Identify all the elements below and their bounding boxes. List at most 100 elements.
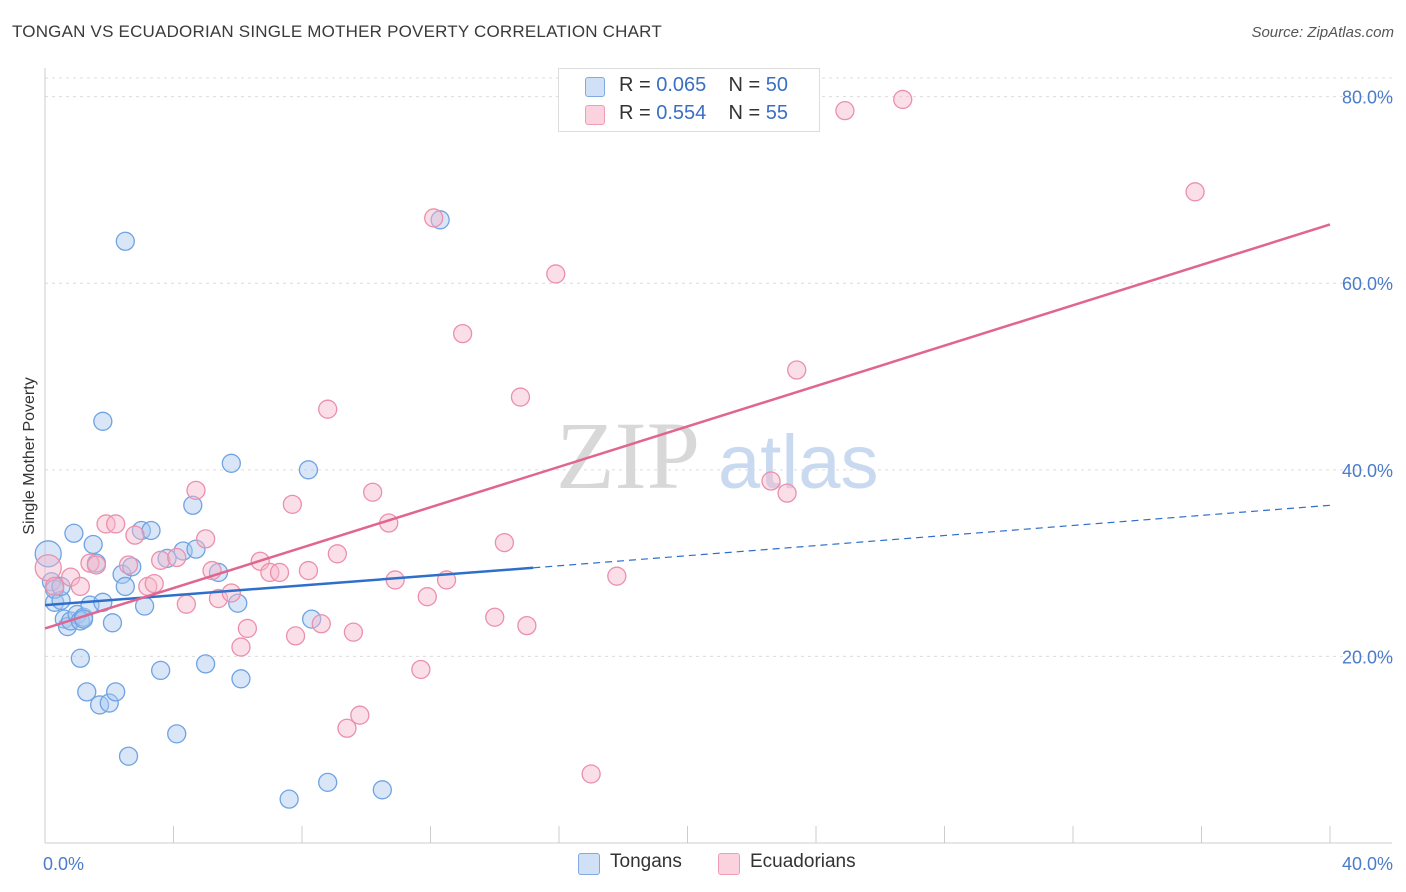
ecuadorian-point xyxy=(411,659,431,680)
watermark-atlas: atlas xyxy=(718,420,879,505)
ecuadorian-point xyxy=(327,544,347,564)
ecuadorian-point xyxy=(176,594,197,614)
ecuadorian-point xyxy=(195,529,216,549)
ecuadorian-point xyxy=(607,566,627,586)
ecuadorian-trend-line xyxy=(44,223,1331,630)
tongan-point xyxy=(186,539,206,559)
legend-r-label: R = xyxy=(619,102,657,124)
tongan-point xyxy=(228,593,248,613)
ecuadorian-point xyxy=(424,208,444,228)
series-tongans-points xyxy=(34,210,450,809)
gridlines xyxy=(45,77,1392,657)
tongan-point xyxy=(115,231,135,251)
ecuadorian-point xyxy=(221,583,241,603)
y-tick-label: 60.0% xyxy=(1342,274,1393,294)
stats-legend: R = 0.065 N = 50 R = 0.554 N = 55 xyxy=(558,68,820,132)
tongan-point xyxy=(183,495,203,515)
ecuadorian-point xyxy=(363,482,383,502)
y-tick-label: 20.0% xyxy=(1342,647,1393,667)
ecuadorian-point xyxy=(318,399,338,419)
ecuadorian-point xyxy=(144,573,164,594)
watermark: ZIP atlas xyxy=(556,402,879,509)
chart-title: TONGAN VS ECUADORIAN SINGLE MOTHER POVER… xyxy=(12,22,662,41)
ecuadorian-point xyxy=(777,483,797,503)
tongan-point xyxy=(99,693,119,713)
tongan-point xyxy=(102,613,123,633)
ecuadorian-point xyxy=(106,514,126,534)
tongan-point xyxy=(34,540,62,568)
ecuadorian-point xyxy=(1185,182,1205,202)
ecuadorian-point xyxy=(452,323,473,344)
y-axis-label: Single Mother Poverty xyxy=(21,377,38,534)
watermark-zip: ZIP xyxy=(556,402,700,509)
tongan-point xyxy=(77,682,97,702)
tongan-point xyxy=(64,523,84,543)
ecuadorian-point xyxy=(282,494,303,514)
tongan-point xyxy=(301,609,322,629)
legend-n-label: N = xyxy=(728,102,766,124)
x-tick-label-end: 40.0% xyxy=(1342,854,1393,874)
ecuadorian-point xyxy=(517,615,537,636)
legend-r-label: R = xyxy=(619,74,657,96)
trend-lines xyxy=(44,223,1331,630)
legend-swatch-ecuadorians xyxy=(585,105,605,125)
ecuadorian-point xyxy=(86,555,107,575)
ecuadorian-point xyxy=(186,480,206,501)
tongan-point xyxy=(115,576,135,597)
legend-n-value: 55 xyxy=(765,102,789,124)
bottom-legend-swatch-tongans xyxy=(578,853,600,875)
tongan-point xyxy=(298,460,319,480)
ecuadorian-point xyxy=(546,264,566,284)
bottom-legend-swatch-ecuadorians xyxy=(718,853,740,875)
ecuadorian-point xyxy=(311,614,331,634)
tongan-point xyxy=(118,746,139,766)
y-tick-label: 80.0% xyxy=(1342,88,1393,108)
ecuadorian-point xyxy=(835,101,855,121)
tick-labels: 20.0% 40.0% 60.0% 80.0% 0.0% 40.0% xyxy=(43,88,1393,874)
ecuadorian-point xyxy=(125,525,145,545)
tongan-point xyxy=(195,654,216,674)
ecuadorian-point xyxy=(167,547,187,568)
ecuadorian-point xyxy=(231,637,251,657)
legend-r-value: 0.554 xyxy=(656,102,707,124)
tongan-point xyxy=(372,780,392,800)
ecuadorian-point xyxy=(494,532,515,553)
ecuadorian-point xyxy=(337,718,357,738)
tongan-point xyxy=(221,453,241,473)
ecuadorian-point xyxy=(285,626,306,646)
legend-r-value: 0.065 xyxy=(656,74,707,96)
tongan-trend-line xyxy=(44,566,534,607)
ecuadorian-point xyxy=(34,554,62,582)
tongan-point xyxy=(150,660,171,681)
ecuadorian-point xyxy=(44,576,65,597)
ecuadorian-point xyxy=(70,576,90,597)
tongan-point xyxy=(279,789,299,809)
tongan-point xyxy=(141,520,161,541)
ecuadorian-point xyxy=(343,622,364,642)
ecuadorian-point xyxy=(485,607,505,627)
ecuadorian-point xyxy=(298,560,319,581)
tongan-point xyxy=(70,648,90,668)
source-label: Source: ZipAtlas.com xyxy=(1251,24,1394,41)
series-ecuadorians-points xyxy=(34,89,1205,784)
ecuadorian-point xyxy=(581,764,601,784)
ecuadorian-point xyxy=(269,562,290,583)
bottom-legend-label-tongans: Tongans xyxy=(610,851,682,872)
legend-n-label: N = xyxy=(728,74,766,96)
tongan-point xyxy=(112,564,132,584)
tongan-point xyxy=(231,669,251,689)
tongan-point xyxy=(122,557,142,577)
y-tick-label: 40.0% xyxy=(1342,461,1393,481)
ecuadorian-point xyxy=(150,550,171,570)
x-tick-label-start: 0.0% xyxy=(43,854,84,874)
tongan-point xyxy=(93,411,113,431)
tongan-point xyxy=(318,772,338,793)
ecuadorian-point xyxy=(893,89,913,110)
ecuadorian-point xyxy=(118,555,139,575)
axes xyxy=(44,68,1392,844)
bottom-legend-label-ecuadorians: Ecuadorians xyxy=(750,851,856,872)
tongan-point xyxy=(106,682,126,702)
legend-swatch-tongans xyxy=(585,77,605,97)
tongan-point xyxy=(89,695,110,715)
